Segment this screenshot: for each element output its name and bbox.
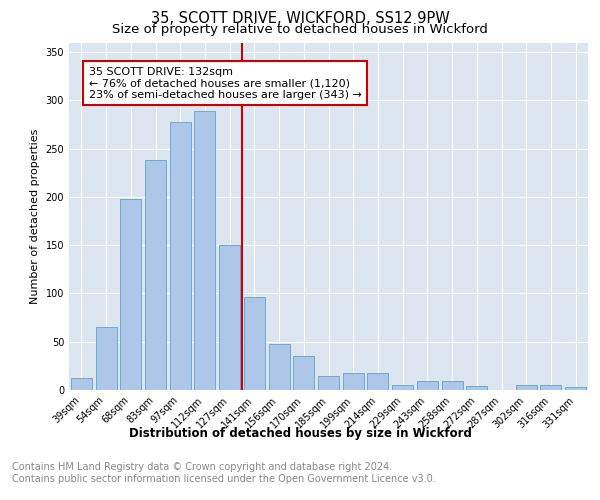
Bar bbox=[293, 356, 314, 390]
Bar bbox=[516, 385, 537, 390]
Bar bbox=[145, 160, 166, 390]
Bar bbox=[269, 344, 290, 390]
Bar bbox=[442, 382, 463, 390]
Bar bbox=[170, 122, 191, 390]
Text: Contains HM Land Registry data © Crown copyright and database right 2024.
Contai: Contains HM Land Registry data © Crown c… bbox=[12, 462, 436, 484]
Bar bbox=[367, 372, 388, 390]
Text: Distribution of detached houses by size in Wickford: Distribution of detached houses by size … bbox=[128, 428, 472, 440]
Bar bbox=[565, 387, 586, 390]
Bar bbox=[318, 376, 339, 390]
Text: 35 SCOTT DRIVE: 132sqm
← 76% of detached houses are smaller (1,120)
23% of semi-: 35 SCOTT DRIVE: 132sqm ← 76% of detached… bbox=[89, 66, 362, 100]
Bar bbox=[244, 298, 265, 390]
Y-axis label: Number of detached properties: Number of detached properties bbox=[30, 128, 40, 304]
Bar bbox=[95, 328, 116, 390]
Bar bbox=[466, 386, 487, 390]
Text: Size of property relative to detached houses in Wickford: Size of property relative to detached ho… bbox=[112, 22, 488, 36]
Bar bbox=[343, 372, 364, 390]
Bar bbox=[417, 382, 438, 390]
Bar bbox=[392, 385, 413, 390]
Bar bbox=[541, 385, 562, 390]
Text: 35, SCOTT DRIVE, WICKFORD, SS12 9PW: 35, SCOTT DRIVE, WICKFORD, SS12 9PW bbox=[151, 11, 449, 26]
Bar bbox=[219, 245, 240, 390]
Bar bbox=[120, 199, 141, 390]
Bar bbox=[71, 378, 92, 390]
Bar bbox=[194, 111, 215, 390]
